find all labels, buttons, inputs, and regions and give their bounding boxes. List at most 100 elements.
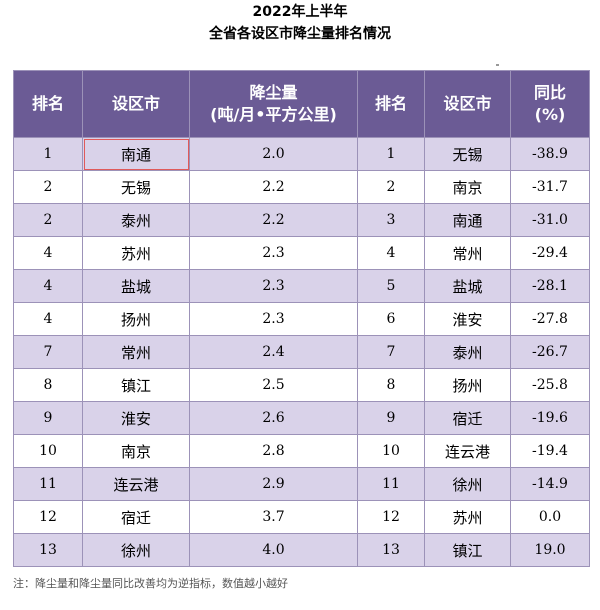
cell-city2: 连云港 — [424, 434, 511, 468]
cell-rank2: 2 — [357, 170, 425, 204]
header-rank2: 排名 — [357, 70, 425, 138]
table-row: 8 镇江 2.5 8 扬州 -25.8 — [13, 368, 590, 402]
cell-rank2: 6 — [357, 302, 425, 336]
cell-city2: 南京 — [424, 170, 511, 204]
cell-city2: 苏州 — [424, 500, 511, 534]
cell-city2: 淮安 — [424, 302, 511, 336]
header-yoy-line1: 同比 — [533, 83, 566, 102]
table-row: 4 盐城 2.3 5 盐城 -28.1 — [13, 269, 590, 303]
cell-rank: 7 — [13, 335, 83, 369]
cell-dust: 2.3 — [189, 236, 358, 270]
cell-yoy: -26.7 — [510, 335, 590, 369]
cell-city2: 南通 — [424, 203, 511, 237]
cell-dust: 2.3 — [189, 269, 358, 303]
cell-rank2: 8 — [357, 368, 425, 402]
cell-city2: 常州 — [424, 236, 511, 270]
header-dust: 降尘量 (吨/月•平方公里) — [189, 70, 358, 138]
cell-city: 无锡 — [82, 170, 190, 204]
cell-rank2: 9 — [357, 401, 425, 435]
cell-rank: 11 — [13, 467, 83, 501]
table-header-row: 排名 设区市 降尘量 (吨/月•平方公里) 排名 设区市 同比 (%) — [13, 70, 590, 138]
cell-rank: 12 — [13, 500, 83, 534]
cell-dust: 2.5 — [189, 368, 358, 402]
cell-yoy: -19.4 — [510, 434, 590, 468]
table-body: 1 南通 2.0 1 无锡 -38.9 2 无锡 2.2 2 南京 -31.7 2 泰州 2.2 3 南通 -31… — [13, 137, 590, 567]
table-row: 7 常州 2.4 7 泰州 -26.7 — [13, 335, 590, 369]
cell-dust: 2.2 — [189, 203, 358, 237]
cell-city2: 扬州 — [424, 368, 511, 402]
cell-rank: 1 — [13, 137, 83, 171]
cell-rank: 2 — [13, 203, 83, 237]
cell-yoy: -27.8 — [510, 302, 590, 336]
header-yoy-line2: (%) — [534, 105, 566, 124]
cell-dust: 3.7 — [189, 500, 358, 534]
table-row: 4 扬州 2.3 6 淮安 -27.8 — [13, 302, 590, 336]
header-rank: 排名 — [13, 70, 83, 138]
cell-rank2: 12 — [357, 500, 425, 534]
cell-city: 南京 — [82, 434, 190, 468]
table-row: 12 宿迁 3.7 12 苏州 0.0 — [13, 500, 590, 534]
cell-dust: 2.0 — [189, 137, 358, 171]
header-yoy: 同比 (%) — [510, 70, 590, 138]
cell-city: 扬州 — [82, 302, 190, 336]
table-row: 2 泰州 2.2 3 南通 -31.0 — [13, 203, 590, 237]
cell-city2: 盐城 — [424, 269, 511, 303]
cell-dust: 2.9 — [189, 467, 358, 501]
cell-city2: 镇江 — [424, 533, 511, 567]
cell-dust: 2.4 — [189, 335, 358, 369]
table-row: 9 淮安 2.6 9 宿迁 -19.6 — [13, 401, 590, 435]
cell-city2: 泰州 — [424, 335, 511, 369]
header-dust-line1: 降尘量 — [249, 83, 298, 102]
cell-rank2: 4 — [357, 236, 425, 270]
cell-rank: 8 — [13, 368, 83, 402]
cell-rank: 4 — [13, 269, 83, 303]
footnote: 注：降尘量和降尘量同比改善均为逆指标，数值越小越好 — [13, 577, 288, 590]
cell-dust: 2.8 — [189, 434, 358, 468]
cell-dust: 4.0 — [189, 533, 358, 567]
cell-rank2: 3 — [357, 203, 425, 237]
ranking-table: 排名 设区市 降尘量 (吨/月•平方公里) 排名 设区市 同比 (%) 1 南通 2… — [13, 70, 590, 567]
cell-yoy: -38.9 — [510, 137, 590, 171]
table-row: 4 苏州 2.3 4 常州 -29.4 — [13, 236, 590, 270]
cell-rank2: 7 — [357, 335, 425, 369]
cell-dust: 2.2 — [189, 170, 358, 204]
cell-yoy: -25.8 — [510, 368, 590, 402]
cell-dust: 2.3 — [189, 302, 358, 336]
cell-yoy: 19.0 — [510, 533, 590, 567]
cell-yoy: 0.0 — [510, 500, 590, 534]
cell-city: 徐州 — [82, 533, 190, 567]
cell-rank: 9 — [13, 401, 83, 435]
cell-rank: 2 — [13, 170, 83, 204]
cell-city2: 无锡 — [424, 137, 511, 171]
cell-yoy: -14.9 — [510, 467, 590, 501]
cell-rank: 13 — [13, 533, 83, 567]
cell-dust: 2.6 — [189, 401, 358, 435]
cell-rank2: 11 — [357, 467, 425, 501]
cell-city: 淮安 — [82, 401, 190, 435]
header-city2: 设区市 — [424, 70, 511, 138]
cell-city: 盐城 — [82, 269, 190, 303]
cell-city: 常州 — [82, 335, 190, 369]
table-row: 11 连云港 2.9 11 徐州 -14.9 — [13, 467, 590, 501]
table-row: 1 南通 2.0 1 无锡 -38.9 — [13, 137, 590, 171]
header-dust-line2: (吨/月•平方公里) — [210, 105, 337, 124]
cell-city: 宿迁 — [82, 500, 190, 534]
cell-city: 苏州 — [82, 236, 190, 270]
cell-rank2: 13 — [357, 533, 425, 567]
table-row: 10 南京 2.8 10 连云港 -19.4 — [13, 434, 590, 468]
cell-yoy: -19.6 — [510, 401, 590, 435]
cell-rank: 10 — [13, 434, 83, 468]
cell-rank: 4 — [13, 302, 83, 336]
cell-city: 连云港 — [82, 467, 190, 501]
cell-yoy: -28.1 — [510, 269, 590, 303]
page-subtitle: 全省各设区市降尘量排名情况 — [209, 26, 391, 42]
cell-city2: 宿迁 — [424, 401, 511, 435]
header-city: 设区市 — [82, 70, 190, 138]
cell-rank: 4 — [13, 236, 83, 270]
cell-rank2: 10 — [357, 434, 425, 468]
table-row: 2 无锡 2.2 2 南京 -31.7 — [13, 170, 590, 204]
table-row: 13 徐州 4.0 13 镇江 19.0 — [13, 533, 590, 567]
cell-yoy: -31.7 — [510, 170, 590, 204]
cell-rank2: 5 — [357, 269, 425, 303]
cell-city: 镇江 — [82, 368, 190, 402]
